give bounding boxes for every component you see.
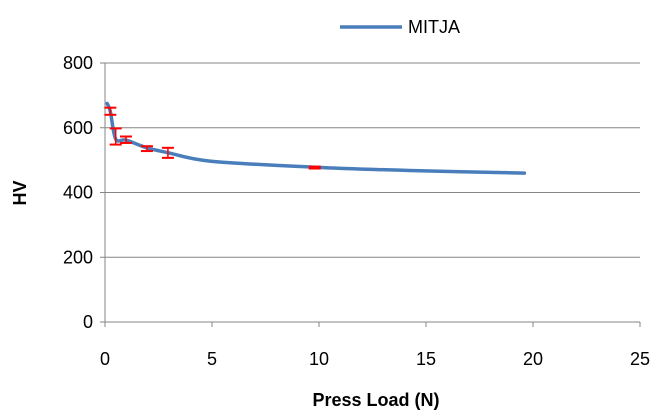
x-axis-title: Press Load (N) [312,390,439,410]
x-tick-label: 0 [100,349,110,369]
series-lines [105,101,527,175]
y-tick-label: 400 [63,183,93,203]
legend: MITJA [340,17,460,37]
axes [100,62,641,327]
x-tick-label: 25 [630,349,650,369]
error-bar [119,135,132,144]
legend-label-mitja: MITJA [408,17,460,37]
y-tick-label: 600 [63,118,93,138]
error-bars [104,106,321,170]
y-axis-title: HV [10,180,30,205]
grid-lines [105,62,640,258]
x-tick-label: 5 [207,349,217,369]
error-bar [109,127,122,146]
tick-labels: 0 200 400 600 800 0 5 10 15 20 25 [63,53,650,369]
error-bar [161,146,174,159]
y-tick-label: 0 [83,312,93,332]
x-tick-label: 20 [523,349,543,369]
x-tick-label: 15 [416,349,436,369]
y-tick-label: 800 [63,53,93,73]
error-bar [104,106,117,116]
y-tick-label: 200 [63,247,93,267]
series-line-mitja [105,101,527,175]
error-bar [140,145,153,153]
error-bar [308,165,321,170]
x-tick-label: 10 [309,349,329,369]
